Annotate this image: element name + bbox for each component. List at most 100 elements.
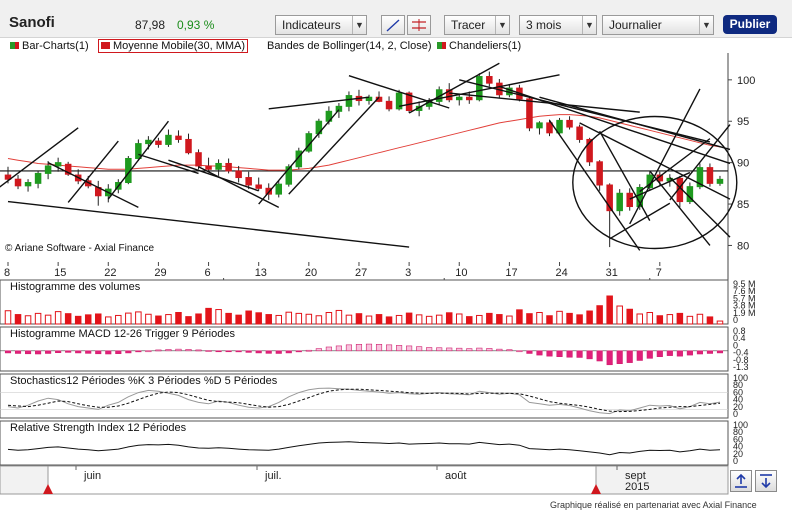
macd-bar (305, 349, 312, 352)
candle-body (445, 89, 453, 101)
volume-bar (24, 315, 32, 325)
stochastics-tick-label: 80 (733, 380, 743, 390)
candle-body (295, 150, 303, 168)
legend-bar-charts[interactable]: Bar-Charts(1) (10, 40, 89, 52)
navigator-left-handle-icon (43, 484, 53, 494)
macd-bar (14, 350, 22, 354)
macd-bar (295, 350, 302, 353)
volume-bar (706, 316, 714, 325)
drawn-trend-line (107, 120, 169, 200)
volume-bar (616, 305, 623, 325)
horizontal-lines-icon (412, 19, 426, 31)
macd-bar (205, 350, 212, 352)
volume-bar (165, 314, 172, 325)
macd-bar (275, 350, 282, 354)
volume-bar (295, 312, 303, 325)
legend-bollinger[interactable]: Bandes de Bollinger(14, 2, Close) (267, 40, 431, 52)
macd-bar (125, 350, 132, 354)
macd-bar (145, 350, 152, 353)
drawn-trend-line (669, 177, 731, 238)
drawn-trend-line (0, 127, 79, 188)
navigator-right-handle-icon (591, 484, 601, 494)
macd-bar (676, 350, 683, 357)
candle-body (576, 126, 583, 140)
rsi-tick-label: 20 (733, 449, 743, 459)
draw-label: Tracer (451, 18, 486, 32)
copyright-text: © Ariane Software - Axial Finance (5, 243, 155, 254)
rsi-line (7, 441, 721, 456)
macd-bar (546, 350, 553, 357)
candle-body (24, 182, 32, 187)
period-select[interactable]: 3 mois ▼ (519, 15, 597, 35)
volume-bar (185, 316, 192, 325)
bar-chart-swatch-icon (10, 42, 19, 49)
zoom-in-button[interactable] (730, 470, 752, 492)
candle-body (486, 76, 493, 84)
upload-icon (735, 473, 747, 488)
toolbar: Sanofi 87,98 0,93 % Indicateurs ▼ Tracer… (0, 0, 792, 38)
candle-body (215, 162, 222, 170)
draw-dropdown[interactable]: Tracer ▼ (444, 15, 510, 35)
volume-bar (235, 314, 242, 325)
volume-bar (466, 316, 473, 325)
legend-candles[interactable]: Chandeliers(1) (437, 40, 521, 52)
macd-bar (35, 350, 42, 355)
chart-area[interactable]: 100 95 90 85 80 8 15 22 29 6 13 20 27 3 10 17 24 31 7 juil.… (0, 38, 792, 500)
macd-bar (135, 350, 142, 353)
candle-body (546, 122, 553, 134)
macd-bar (245, 350, 252, 353)
drawn-trend-line (67, 140, 119, 203)
macd-bar (656, 350, 663, 357)
macd-bar (45, 350, 52, 354)
volume-bar (195, 313, 202, 325)
chevron-down-icon: ▼ (699, 16, 713, 34)
date-tick-label: 31 (606, 267, 618, 279)
price-tick-label: 100 (737, 75, 755, 87)
interval-value: Journalier (609, 18, 662, 32)
volume-bar (74, 315, 82, 325)
volume-bar (556, 310, 563, 325)
macd-bar (526, 350, 533, 354)
navigator-month-label: sept (625, 470, 646, 482)
volume-bar (115, 314, 122, 325)
volume-bar (656, 315, 664, 325)
candle-body (155, 140, 162, 145)
price-tick-label: 85 (737, 199, 749, 211)
macd-bar (195, 349, 202, 352)
rsi-tick-label: 40 (733, 442, 743, 452)
volume-bar (455, 313, 463, 325)
legend-bar-charts-label: Bar-Charts(1) (22, 40, 89, 52)
volume-bar (506, 315, 513, 325)
macd-bar (225, 350, 232, 353)
indicators-dropdown[interactable]: Indicateurs ▼ (275, 15, 367, 35)
volume-bar (395, 314, 403, 325)
interval-select[interactable]: Journalier ▼ (602, 15, 714, 35)
draw-line-tool-button[interactable] (381, 15, 405, 35)
macd-bar (486, 348, 493, 352)
date-tick-label: 6 (205, 267, 211, 279)
volume-bar (365, 315, 373, 325)
zoom-out-button[interactable] (755, 470, 777, 492)
draw-hline-tool-button[interactable] (407, 15, 431, 35)
date-tick-label: 13 (255, 267, 267, 279)
volume-bar (676, 312, 684, 325)
volume-bar (405, 312, 413, 325)
macd-bar (355, 344, 363, 352)
macd-bar (466, 348, 473, 352)
volume-bar (265, 314, 272, 325)
date-tick-label: 7 (656, 267, 662, 279)
volume-bar (425, 315, 433, 325)
macd-bar (646, 350, 653, 359)
volume-tick-label: 7.6 M (733, 286, 756, 296)
volume-bar (606, 295, 613, 325)
volume-bar (255, 312, 262, 325)
publish-button[interactable]: Publier (723, 15, 777, 34)
legend-bollinger-label: Bandes de Bollinger(14, 2, Close) (267, 40, 432, 52)
legend-moving-average[interactable]: Moyenne Mobile(30, MMA) (97, 39, 249, 53)
drawn-trend-line (168, 159, 259, 192)
candle-body (54, 162, 62, 167)
volume-bar (576, 314, 583, 325)
volume-bar (516, 309, 523, 325)
chevron-down-icon: ▼ (352, 16, 366, 34)
volume-bar (84, 314, 92, 325)
